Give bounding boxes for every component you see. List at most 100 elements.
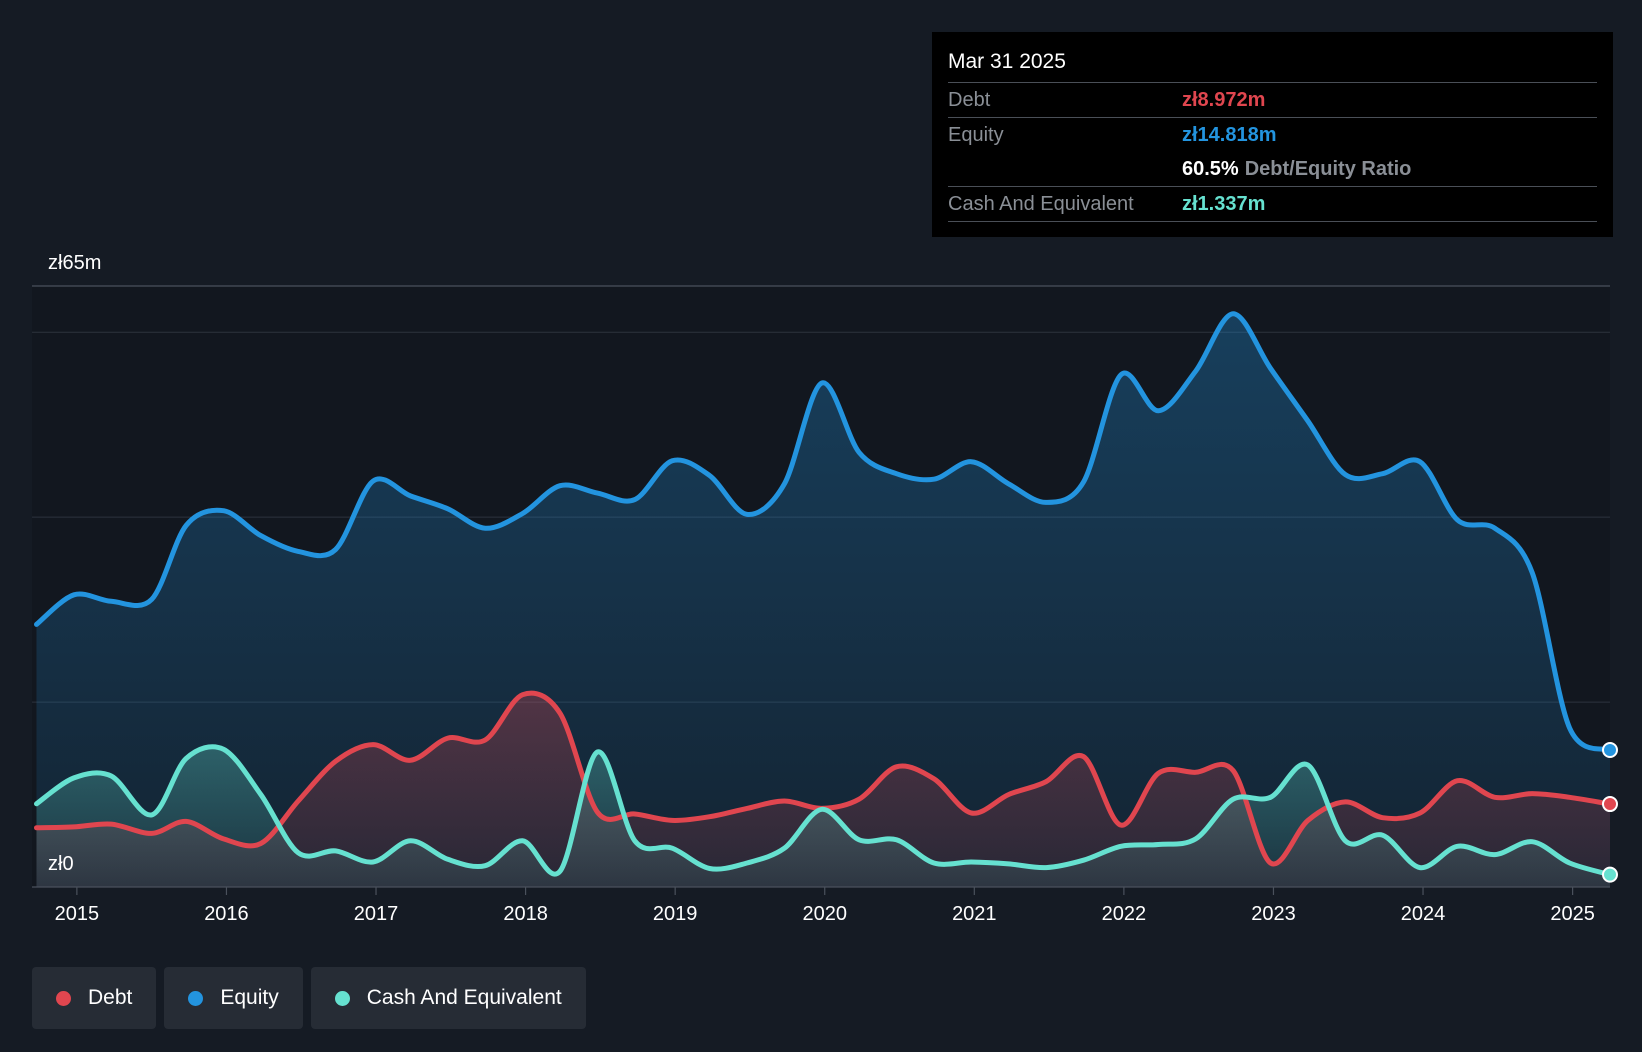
cash-point <box>965 856 977 868</box>
debt-point <box>517 689 529 701</box>
equity-point <box>479 522 491 534</box>
cash-point <box>1078 854 1090 866</box>
tooltip-debt-value: zł8.972m <box>1182 89 1266 111</box>
equity-point <box>1003 478 1015 490</box>
tooltip-equity-row: Equity zł14.818m <box>948 118 1597 152</box>
cash-endpoint-marker <box>1602 866 1618 883</box>
equity-point <box>180 519 192 531</box>
cash-point <box>442 853 454 865</box>
cash-point <box>146 809 158 821</box>
cash-point <box>479 860 491 872</box>
equity-point <box>928 473 940 485</box>
equity-point <box>68 589 80 601</box>
debt-point <box>30 822 42 834</box>
cash-point <box>1302 759 1314 771</box>
x-axis: 2015 2016 2017 2018 2019 2020 2021 2022 2023 2024… <box>32 886 1610 925</box>
cash-point <box>1040 862 1052 874</box>
debt-point <box>1152 767 1164 779</box>
x-tick-label: 2021 <box>952 903 997 925</box>
tooltip-debt-row: Debt zł8.972m <box>948 83 1597 118</box>
cash-point <box>891 834 903 846</box>
cash-point <box>741 857 753 869</box>
equity-point <box>741 508 753 520</box>
debt-point <box>292 795 304 807</box>
equity-point <box>367 475 379 487</box>
debt-point <box>554 707 566 719</box>
equity-point <box>330 544 342 556</box>
cash-point <box>1264 791 1276 803</box>
debt-point <box>68 821 80 833</box>
equity-point <box>1564 722 1576 734</box>
cash-point <box>105 770 117 782</box>
cash-dot-icon <box>334 990 350 1006</box>
debt-point <box>1377 812 1389 824</box>
debt-point <box>704 811 716 823</box>
cash-point <box>517 835 529 847</box>
cash-point <box>1489 849 1501 861</box>
cash-point <box>554 865 566 877</box>
debt-point <box>1040 776 1052 788</box>
equity-point <box>30 618 42 630</box>
debt-point <box>367 739 379 751</box>
equity-point <box>1339 469 1351 481</box>
cash-area <box>36 746 1610 887</box>
legend-item-debt[interactable]: Debt <box>32 967 157 1029</box>
tooltip-equity-value: zł14.818m <box>1182 124 1277 146</box>
debt-point <box>479 734 491 746</box>
legend: Debt Equity Cash And Equivalent <box>32 967 586 1029</box>
cash-point <box>330 845 342 857</box>
equity-area <box>36 313 1610 887</box>
cash-point <box>1152 838 1164 850</box>
debt-point <box>1489 791 1501 803</box>
debt-point <box>629 808 641 820</box>
legend-item-cash[interactable]: Cash And Equivalent <box>310 967 586 1029</box>
equity-point <box>292 545 304 557</box>
debt-point <box>1190 766 1202 778</box>
tooltip-cash-row: Cash And Equivalent zł1.337m <box>948 187 1597 222</box>
legend-item-equity[interactable]: Equity <box>164 967 303 1029</box>
debt-point <box>442 732 454 744</box>
cash-point <box>928 857 940 869</box>
cash-point <box>217 743 229 755</box>
debt-point <box>105 818 117 830</box>
debt-point <box>1302 814 1314 826</box>
x-tick-label: 2016 <box>204 903 249 925</box>
debt-point <box>928 773 940 785</box>
cash-point <box>1115 840 1127 852</box>
tooltip-ratio-value: 60.5% <box>1182 158 1239 180</box>
debt-point <box>1414 807 1426 819</box>
equity-point <box>629 494 641 506</box>
debt-point <box>741 802 753 814</box>
cash-point <box>292 847 304 859</box>
debt-point <box>1451 775 1463 787</box>
debt-point <box>1078 751 1090 763</box>
equity-point <box>1190 365 1202 377</box>
debt-point <box>217 833 229 845</box>
legend-cash-label: Cash And Equivalent <box>366 986 562 1009</box>
equity-point <box>1078 476 1090 488</box>
debt-point <box>1526 788 1538 800</box>
equity-point <box>591 487 603 499</box>
equity-point <box>778 478 790 490</box>
equity-point <box>1264 362 1276 374</box>
equity-point <box>1526 567 1538 579</box>
cash-point <box>1451 840 1463 852</box>
tooltip-ratio-label: Debt/Equity Ratio <box>1244 158 1412 180</box>
x-tick-label: 2015 <box>55 903 100 925</box>
equity-point <box>965 456 977 468</box>
equity-point <box>517 507 529 519</box>
x-tick-label: 2023 <box>1251 903 1296 925</box>
debt-dot-icon <box>56 990 71 1006</box>
debt-point <box>1003 789 1015 801</box>
cash-point <box>367 856 379 868</box>
equity-point <box>1227 308 1239 320</box>
cash-point <box>68 772 80 784</box>
equity-point <box>554 480 566 492</box>
equity-dot-icon <box>188 990 204 1006</box>
cash-point <box>1564 857 1576 869</box>
debt-point <box>255 838 267 850</box>
equity-point <box>1302 415 1314 427</box>
equity-point <box>404 490 416 502</box>
y-axis-top-label: zł65m <box>48 252 101 274</box>
